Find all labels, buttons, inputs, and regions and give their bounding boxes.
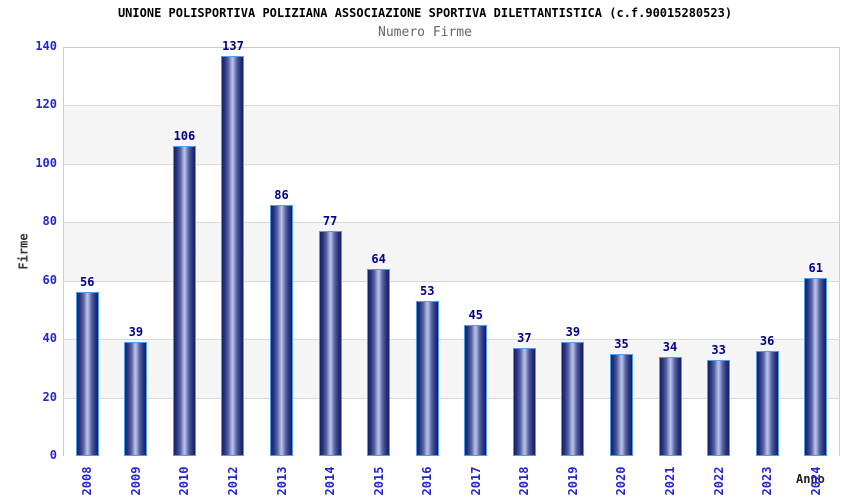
x-tick-label: 2009 [128,466,143,496]
x-tick-label: 2016 [420,466,435,496]
bar-value-label: 35 [614,336,629,351]
y-tick-label: 100 [35,155,57,170]
bar [367,269,391,456]
bar [124,342,148,456]
bar-value-label: 34 [662,339,678,354]
grid-band [64,48,839,107]
gridline [63,397,840,399]
bar-value-label: 64 [371,252,386,267]
bar [172,146,196,456]
x-tick-label: 2014 [323,466,338,496]
bar-value-label: 86 [274,187,289,202]
gridline [63,163,840,165]
bar [561,342,585,456]
bar-value-label: 36 [759,333,775,348]
bar-value-label: 37 [517,330,532,345]
x-tick-label: 2019 [565,466,580,496]
bar [318,231,342,456]
bar-value-label: 39 [128,325,144,340]
y-tick-label: 20 [42,389,57,404]
bar [658,356,682,456]
x-tick-label: 2015 [371,466,386,496]
x-tick-label: 2012 [225,466,240,496]
x-tick-label: 2020 [614,466,629,496]
gridline [63,339,840,341]
bar-value-label: 45 [468,307,483,322]
x-tick-label: 2013 [274,466,289,496]
bar [512,347,536,456]
bar-value-label: 61 [808,260,823,275]
bar [415,301,439,456]
x-tick-label: 2010 [177,466,192,496]
x-tick-label: 2022 [711,466,726,496]
chart-title: UNIONE POLISPORTIVA POLIZIANA ASSOCIAZIO… [117,6,733,20]
y-tick-label: 0 [49,448,57,462]
y-tick-label: 120 [35,97,57,112]
x-tick-label: 2018 [517,466,532,496]
x-axis-label: Anno [796,472,825,486]
bar [464,324,488,456]
bar [609,353,633,456]
bar-value-label: 106 [173,129,196,144]
bar [221,55,245,456]
x-tick-label: 2024 [808,466,823,496]
y-tick-label: 80 [42,214,57,229]
bar-value-label: 77 [322,214,338,229]
y-tick-label: 140 [35,39,57,53]
y-tick-label: 60 [42,272,57,287]
bar-value-label: 33 [711,342,726,357]
chart-subtitle: Numero Firme [378,25,472,40]
bar [804,277,828,456]
bar [755,350,779,456]
y-tick-label: 40 [42,331,57,346]
bar [270,204,294,456]
x-tick-label: 2021 [663,466,678,496]
gridline [63,222,840,224]
bar-value-label: 53 [419,284,435,299]
x-tick-label: 2008 [80,466,95,496]
bar-value-label: 56 [80,275,95,290]
x-tick-label: 2017 [468,466,483,496]
gridline [63,280,840,282]
bar-value-label: 39 [565,325,581,340]
gridline [63,105,840,107]
bar [75,292,99,456]
bar-value-label: 137 [222,38,244,53]
x-tick-label: 2023 [760,466,775,496]
bar [707,359,731,456]
